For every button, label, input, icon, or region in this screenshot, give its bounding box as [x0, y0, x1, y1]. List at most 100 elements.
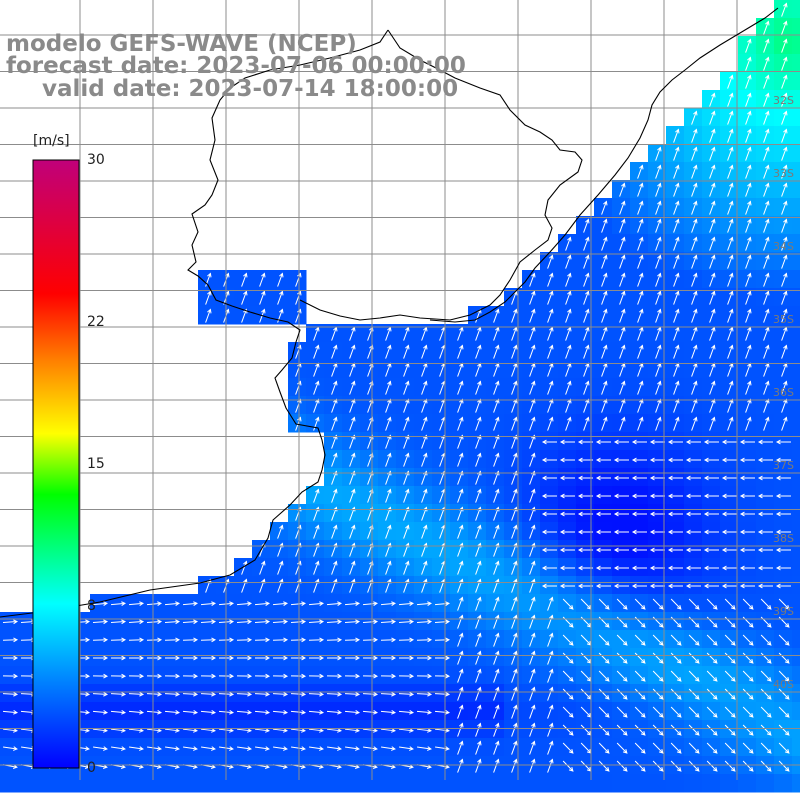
- wind-arrow: [739, 583, 755, 589]
- wind-arrow: [164, 673, 181, 679]
- wind-arrow: [529, 668, 536, 683]
- wind-cell: [414, 378, 433, 397]
- wind-cell: [774, 162, 793, 181]
- wind-arrow: [146, 728, 162, 733]
- wind-cell: [468, 612, 487, 631]
- wind-arrow: [421, 560, 428, 575]
- wind-arrow: [182, 691, 199, 697]
- wind-arrow: [727, 92, 734, 107]
- wind-cell: [540, 558, 559, 577]
- wind-arrow: [493, 380, 500, 395]
- wind-cell: [738, 432, 757, 451]
- wind-cell: [612, 558, 631, 577]
- wind-arrow: [326, 691, 343, 697]
- wind-arrow: [547, 668, 554, 683]
- wind-arrow: [703, 583, 719, 589]
- wind-cell: [666, 126, 685, 145]
- wind-cell: [270, 288, 289, 307]
- wind-cell: [216, 666, 235, 685]
- wind-cell: [630, 468, 649, 487]
- wind-arrow: [110, 691, 127, 697]
- wind-cell: [792, 234, 800, 253]
- wind-cell: [648, 540, 667, 559]
- wind-cell: [612, 288, 631, 307]
- wind-cell: [180, 720, 199, 739]
- wind-cell: [684, 468, 703, 487]
- wind-cell: [576, 486, 595, 505]
- wind-arrow: [595, 475, 611, 481]
- wind-cell: [360, 360, 379, 379]
- wind-cell: [432, 504, 451, 523]
- wind-cell: [360, 774, 379, 793]
- wind-arrow: [742, 670, 754, 682]
- wind-cell: [468, 558, 487, 577]
- wind-cell: [684, 180, 703, 199]
- wind-arrow: [649, 457, 665, 463]
- wind-cell: [666, 396, 685, 415]
- wind-cell: [504, 540, 523, 559]
- wind-cell: [450, 396, 469, 415]
- wind-arrow: [763, 398, 770, 413]
- wind-arrow: [616, 670, 628, 682]
- wind-cell: [504, 414, 523, 433]
- wind-arrow: [667, 457, 683, 463]
- wind-arrow: [475, 650, 482, 665]
- wind-arrow: [745, 182, 752, 197]
- wind-cell: [720, 144, 739, 163]
- wind-arrow: [457, 452, 464, 467]
- wind-arrow: [745, 272, 752, 287]
- wind-cell: [486, 324, 505, 343]
- wind-cell: [522, 594, 541, 613]
- wind-cell: [576, 414, 595, 433]
- wind-cell: [396, 396, 415, 415]
- wind-arrow: [110, 655, 127, 661]
- wind-cell: [504, 450, 523, 469]
- wind-arrow: [290, 673, 307, 679]
- wind-arrow: [559, 493, 575, 499]
- wind-arrow: [182, 637, 199, 643]
- wind-arrow: [601, 416, 608, 431]
- wind-cell: [540, 270, 559, 289]
- wind-arrow: [667, 565, 683, 571]
- wind-arrow: [547, 632, 554, 647]
- wind-arrow: [652, 760, 664, 772]
- wind-arrow: [92, 709, 109, 715]
- wind-arrow: [403, 434, 410, 449]
- wind-arrow: [691, 416, 698, 431]
- wind-cell: [738, 774, 757, 793]
- wind-arrow: [757, 493, 773, 499]
- wind-arrow: [601, 308, 608, 323]
- wind-cell: [792, 432, 800, 451]
- wind-cell: [270, 666, 289, 685]
- wind-cell: [774, 432, 793, 451]
- wind-arrow: [547, 308, 554, 323]
- wind-arrow: [688, 742, 700, 754]
- wind-cell: [162, 684, 181, 703]
- wind-cell: [288, 648, 307, 667]
- wind-cell: [504, 720, 523, 739]
- wind-cell: [450, 648, 469, 667]
- wind-arrow: [308, 637, 325, 643]
- wind-arrow: [775, 511, 791, 517]
- wind-cell: [738, 144, 757, 163]
- wind-arrow: [619, 416, 626, 431]
- wind-cell: [468, 342, 487, 361]
- wind-arrow: [236, 655, 253, 661]
- wind-cell: [504, 360, 523, 379]
- wind-cell: [738, 324, 757, 343]
- wind-arrow: [326, 673, 343, 679]
- wind-arrow: [254, 728, 270, 733]
- wind-arrow: [781, 2, 788, 17]
- wind-cell: [576, 324, 595, 343]
- wind-cell: [432, 684, 451, 703]
- wind-cell: [576, 234, 595, 253]
- wind-cell: [684, 450, 703, 469]
- wind-cell: [486, 414, 505, 433]
- wind-arrow: [619, 308, 626, 323]
- wind-arrow: [757, 457, 773, 463]
- wind-cell: [720, 324, 739, 343]
- wind-arrow: [691, 110, 698, 125]
- wind-arrow: [562, 634, 574, 646]
- wind-arrow: [547, 290, 554, 305]
- wind-arrow: [724, 598, 736, 610]
